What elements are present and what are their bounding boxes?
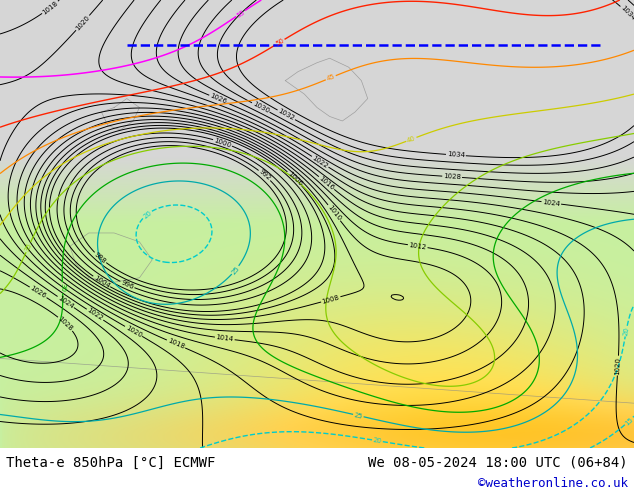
Text: 30: 30 [60,283,66,292]
Text: 1020: 1020 [74,14,91,31]
Text: 1020: 1020 [124,324,143,339]
Text: ©weatheronline.co.uk: ©weatheronline.co.uk [477,477,628,490]
Text: 988: 988 [93,251,107,265]
Text: 1028: 1028 [443,173,462,180]
Text: 1030: 1030 [252,100,270,114]
Text: 1018: 1018 [41,0,59,15]
Text: 1016: 1016 [318,175,335,191]
Text: 1012: 1012 [408,242,427,250]
Text: 1014: 1014 [216,334,234,343]
Text: Theta-e 850hPa [°C] ECMWF: Theta-e 850hPa [°C] ECMWF [6,456,216,470]
Text: 1034: 1034 [447,151,465,159]
Text: 20: 20 [373,437,382,444]
Text: 1026: 1026 [29,285,48,299]
Text: 25: 25 [230,265,240,275]
Text: 1034: 1034 [619,5,634,22]
Text: 996: 996 [120,279,134,290]
Text: 20: 20 [623,326,630,336]
Text: 1026: 1026 [209,93,228,105]
Text: 1022: 1022 [86,307,104,322]
Text: 35: 35 [23,242,33,252]
Text: 15: 15 [624,416,634,426]
Text: 1024: 1024 [542,199,560,207]
Text: 1028: 1028 [57,315,74,332]
Text: 1022: 1022 [311,154,329,169]
Text: 1000: 1000 [213,137,232,148]
Text: 50: 50 [275,37,285,47]
Text: 992: 992 [257,169,271,182]
Text: 1024: 1024 [56,294,75,310]
Text: 25: 25 [353,412,363,419]
Text: We 08-05-2024 18:00 UTC (06+84): We 08-05-2024 18:00 UTC (06+84) [368,456,628,470]
Text: 40: 40 [406,135,417,144]
Text: 1010: 1010 [327,204,342,221]
Text: 1008: 1008 [321,294,340,305]
Text: 20: 20 [142,209,153,220]
Text: 1006: 1006 [286,170,303,187]
Text: 1018: 1018 [167,338,185,350]
Text: 1032: 1032 [277,108,295,122]
Text: 1020: 1020 [614,357,621,375]
Text: 45: 45 [326,74,336,82]
Text: 55: 55 [235,8,246,19]
Text: 1004: 1004 [93,274,111,289]
